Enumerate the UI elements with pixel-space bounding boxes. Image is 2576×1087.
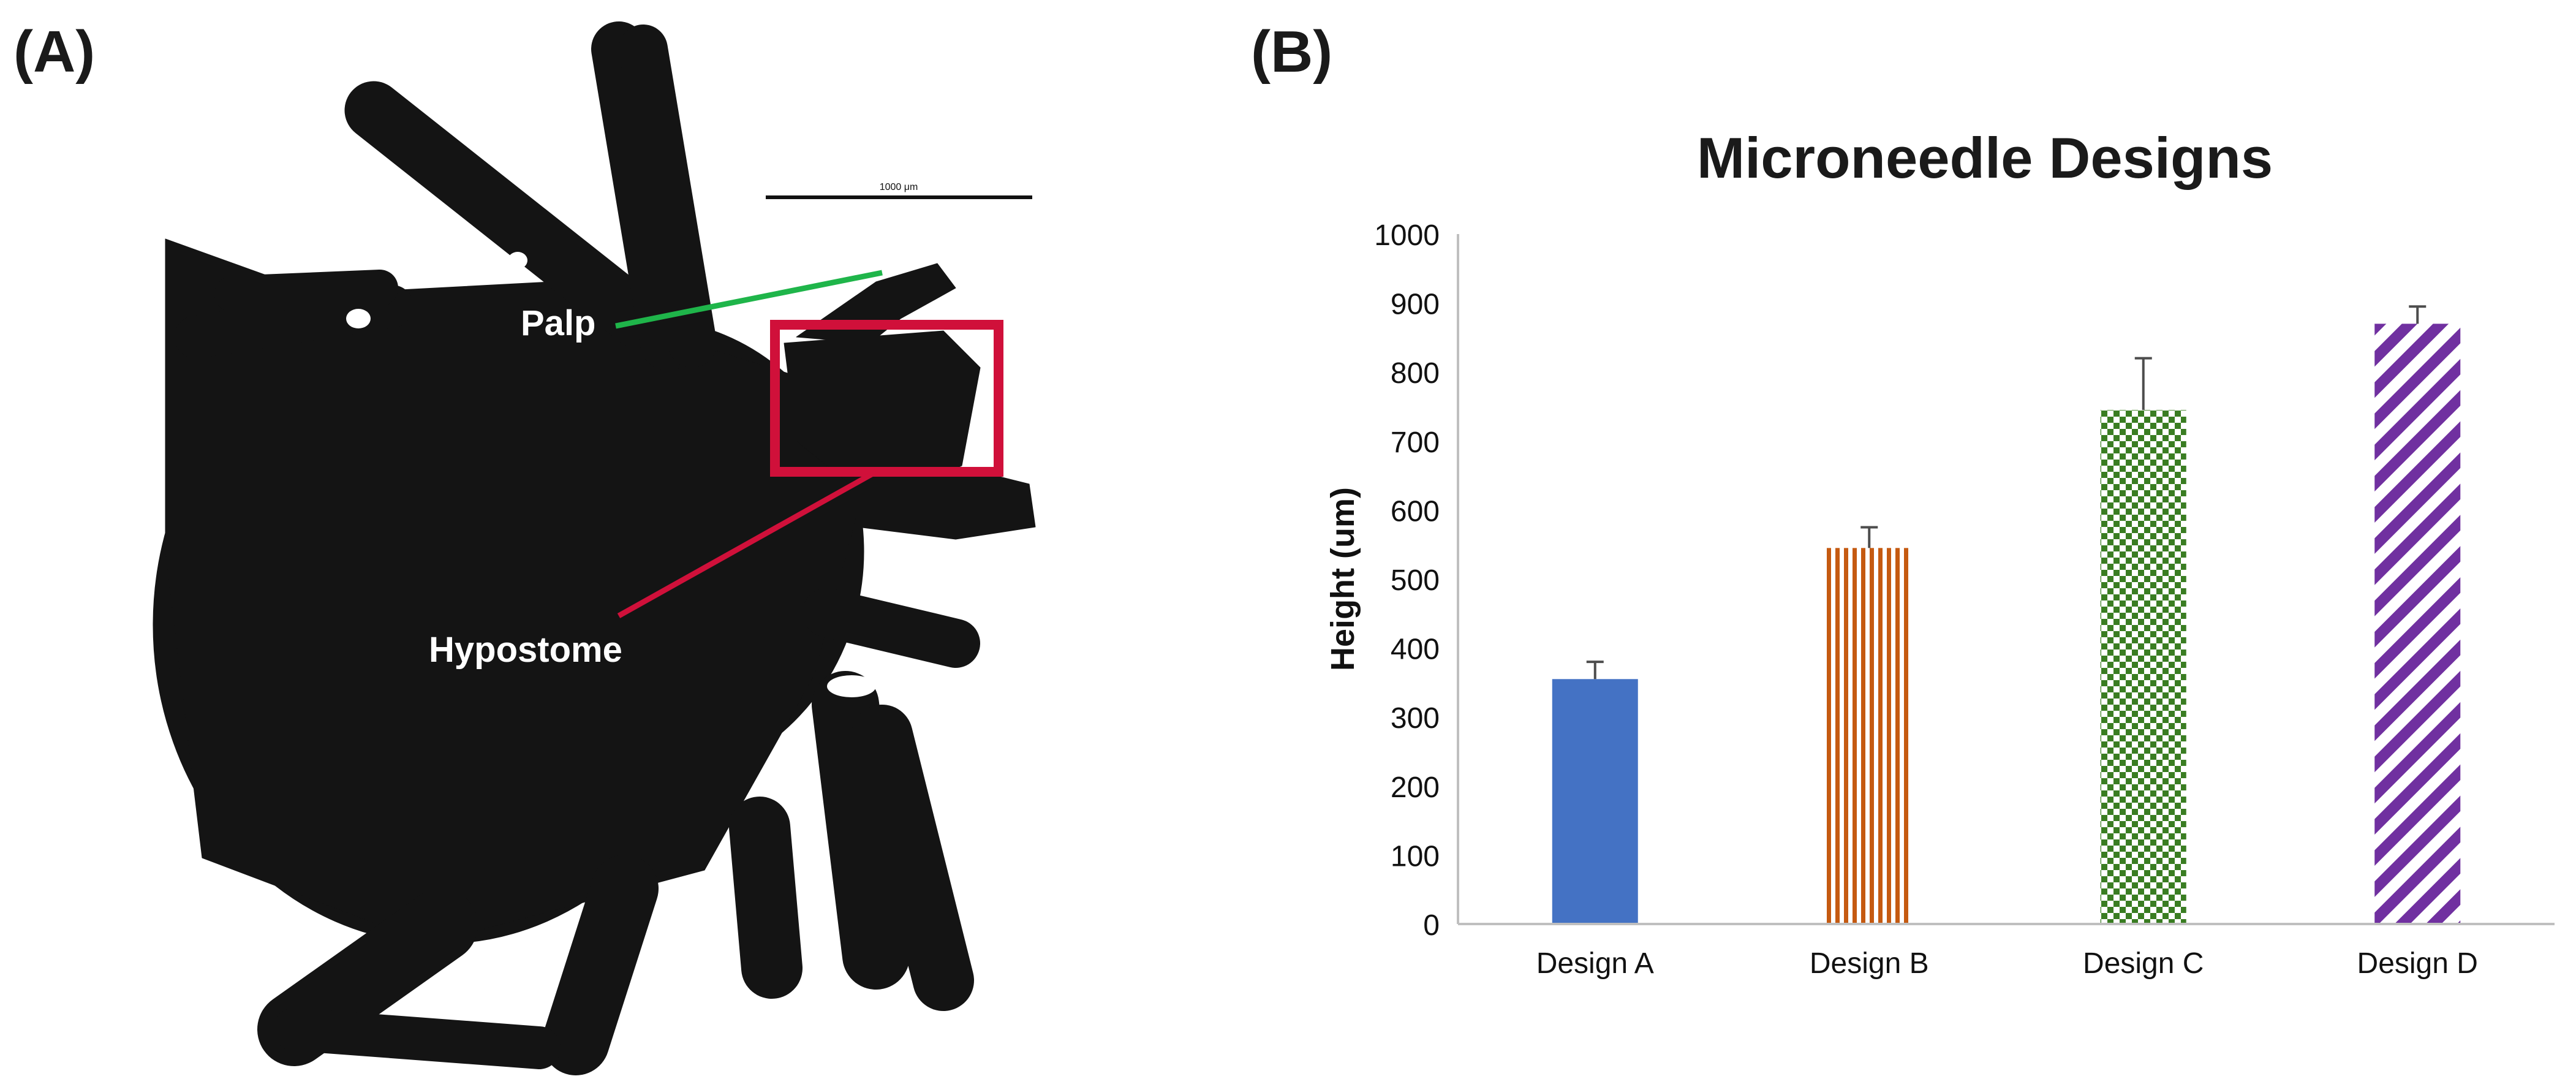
scale-bar: 1000 μm [766, 182, 1032, 199]
tick-micrograph: 1000 μm Palp Hypostome [153, 21, 1036, 1075]
bar-design-a [1552, 679, 1638, 924]
bars [1552, 305, 2461, 924]
tick-specimen-image [153, 21, 1036, 1075]
x-tick-label: Design D [2357, 947, 2478, 980]
x-tick-label: Design A [1536, 947, 1654, 980]
specimen-highlights [346, 252, 876, 697]
y-tick-label: 1000 [1374, 219, 1440, 252]
y-tick-label: 700 [1391, 426, 1440, 459]
y-tick-label: 400 [1391, 634, 1440, 666]
y-tick-label: 300 [1391, 702, 1440, 735]
bar-design-b [1826, 548, 1913, 924]
panel-b-label: (B) [1251, 19, 1333, 85]
chart-title: Microneedle Designs [1697, 126, 2273, 190]
palp-label: Palp [521, 303, 596, 343]
x-tick-label: Design B [1810, 947, 1929, 980]
hypostome-label: Hypostome [429, 630, 622, 670]
palp-pointer-line [615, 270, 883, 329]
y-tick-label: 500 [1391, 564, 1440, 597]
y-axis-title: Height (um) [1324, 487, 1361, 671]
panel-a-label: (A) [13, 19, 96, 85]
bar-chart: Microneedle Designs Height (um) 0 100 200 3… [1324, 126, 2555, 980]
hypostome-pointer-line [617, 469, 878, 618]
bar-design-d [2374, 324, 2461, 924]
y-tick-label: 0 [1423, 909, 1440, 942]
y-tick-label: 900 [1391, 289, 1440, 321]
scale-bar-label: 1000 μm [880, 182, 918, 192]
y-tick-label: 100 [1391, 840, 1440, 873]
bar-design-c [2100, 410, 2186, 924]
y-tick-label: 800 [1391, 357, 1440, 390]
hypostome-highlight-box [770, 320, 1003, 477]
y-axis-ticks: 0 100 200 300 400 500 600 700 800 900 1000 [1374, 219, 1440, 942]
y-tick-label: 200 [1391, 771, 1440, 804]
x-axis-ticks: Design A Design B Design C Design D [1536, 947, 2478, 980]
x-tick-label: Design C [2083, 947, 2204, 980]
y-tick-label: 600 [1391, 495, 1440, 528]
